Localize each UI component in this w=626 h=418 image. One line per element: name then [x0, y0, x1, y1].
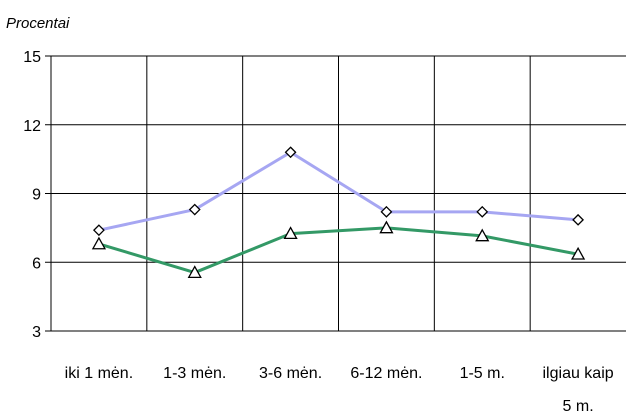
x-tick-label: 1-3 mėn. — [163, 365, 226, 382]
x-tick-label: 3-6 mėn. — [259, 365, 322, 382]
series-2-point — [570, 246, 586, 260]
series-1-point — [572, 213, 585, 226]
y-tick-label: 3 — [32, 324, 41, 341]
series-1-point — [188, 203, 201, 216]
y-tick-labels: 3 6 9 12 15 — [23, 49, 41, 341]
series-2-point — [187, 265, 202, 279]
y-tick-label: 9 — [32, 187, 41, 204]
y-axis-label: Procentai — [6, 15, 70, 32]
y-tick-label: 6 — [32, 255, 41, 272]
y-tick-label: 15 — [23, 49, 41, 66]
x-tick-labels: iki 1 mėn. 1-3 mėn. 3-6 mėn. 6-12 mėn. 1-5 m… — [65, 365, 614, 415]
x-tick-label: ilgiau kaip 5 m. — [543, 365, 614, 415]
series-1-point — [476, 205, 489, 218]
series-2-point — [283, 226, 298, 240]
series-2-point — [475, 228, 490, 242]
series-2-point — [91, 236, 107, 250]
x-tick-label: 1-5 m. — [460, 365, 505, 382]
gridlines — [51, 55, 626, 331]
axes — [45, 55, 626, 332]
x-tick-label: 6-12 mėn. — [350, 365, 422, 382]
series-1-point — [92, 224, 105, 237]
series-1-point — [380, 205, 393, 218]
series-2-line — [98, 226, 579, 275]
series-group — [91, 146, 586, 279]
series-2-point — [379, 220, 394, 234]
x-tick-label: iki 1 mėn. — [65, 365, 133, 382]
series-1-point — [284, 146, 297, 159]
y-tick-label: 12 — [23, 118, 41, 135]
series-1-line — [98, 150, 579, 232]
